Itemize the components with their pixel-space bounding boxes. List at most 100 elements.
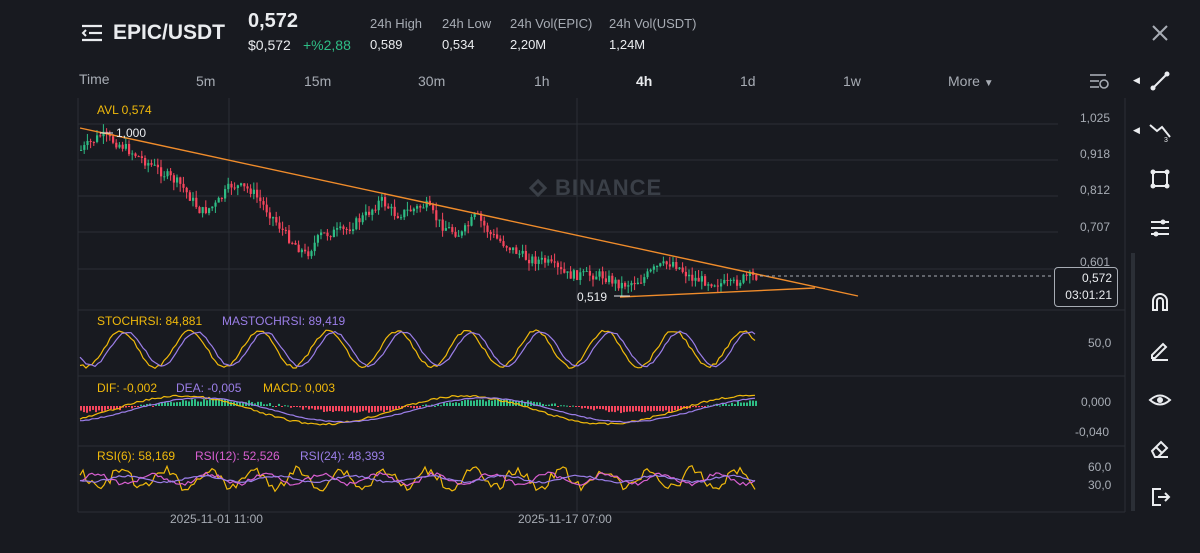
candle-body [697,277,700,282]
indicator-icon[interactable] [1147,215,1173,241]
macd-histogram-bar [611,406,613,412]
macd-histogram-bar [314,406,316,410]
tab-5m[interactable]: 5m [196,73,216,89]
candle-body [272,217,275,219]
macd-histogram-bar [728,404,730,406]
candle-body [726,279,729,281]
candle-body [396,216,399,219]
candle-body [438,219,441,221]
trendline-icon[interactable] [1147,68,1173,94]
last-price-badge-value: 0,572 [1081,271,1112,285]
macd-histogram-bar [305,406,307,408]
candle-body [332,229,335,238]
macd-histogram-bar [101,406,103,412]
magnet-icon[interactable] [1147,289,1173,315]
tab-1d[interactable]: 1d [740,73,756,89]
macd-histogram-bar [731,402,733,406]
candle-body [521,250,524,254]
macd-histogram-bar [380,406,382,411]
candle-body [323,232,326,234]
macd-histogram-bar [92,406,94,410]
macd-histogram-bar [743,402,745,406]
eraser-icon[interactable] [1147,435,1173,461]
mastochrsi-label: MASTOCHRSI: 89,419 [222,314,346,328]
candle-body [243,183,246,187]
stat-high-label: 24h High [370,16,423,31]
candle-body [473,213,476,218]
candle-body [656,266,659,268]
macd-histogram-bar [602,406,604,410]
macd-histogram-bar [236,402,238,406]
macd-histogram-bar [653,406,655,411]
macd-histogram-bar [575,406,577,407]
macd-histogram-bar [695,406,697,408]
price-axis-1: 1,025 [1080,111,1111,125]
macd-histogram-bar [539,402,541,406]
candle-body [563,269,566,273]
candle-body [483,220,486,226]
eye-icon[interactable] [1147,387,1173,413]
stat-vol-base-value: 2,20M [510,37,547,52]
macd-histogram-bar [515,400,517,406]
macd-histogram-bar [212,398,214,406]
candle-body [540,257,543,260]
macd-histogram-bar [647,406,649,411]
shape-icon[interactable] [1147,166,1173,192]
macd-dif-label: DIF: -0,002 [97,381,158,395]
close-icon[interactable] [1150,23,1170,43]
candle-body [96,135,99,142]
candle-body [316,235,319,243]
tab-more[interactable]: More ▼ [948,73,994,89]
macd-histogram-bar [275,406,277,407]
pair-title[interactable]: EPIC/USDT [113,21,226,44]
menu-icon[interactable] [80,22,106,44]
macd-histogram-bar [419,406,421,408]
candle-body [249,188,252,194]
tab-4h[interactable]: 4h [636,73,653,89]
candle-body [691,274,694,281]
candle-body [348,229,351,232]
macd-histogram-bar [503,399,505,406]
pencil-icon[interactable] [1147,337,1173,363]
macd-histogram-bar [215,399,217,406]
tab-30m[interactable]: 30m [418,73,446,89]
tab-1h[interactable]: 1h [534,73,550,89]
candle-body [217,197,220,203]
macd-histogram-bar [482,399,484,406]
chart-settings-icon[interactable] [1088,71,1110,91]
macd-histogram-bar [500,399,502,406]
macd-dif-line [79,394,756,426]
exit-icon[interactable] [1147,484,1173,510]
macd-histogram-bar [554,403,556,406]
descending-trendline[interactable] [79,127,859,297]
last-price: 0,572 [248,10,299,32]
candle-body [582,271,585,273]
macd-histogram-bar [590,406,592,410]
candle-body [576,270,579,280]
tab-15m[interactable]: 15m [304,73,332,89]
ascending-trendline[interactable] [619,287,816,298]
tab-1w[interactable]: 1w [843,73,861,89]
candle-body [499,238,502,242]
candle-body [166,171,169,177]
trendline-expand-icon[interactable]: ◀ [1133,75,1140,85]
fib-icon[interactable]: 3 [1147,118,1173,144]
candle-body [160,167,163,177]
macd-histogram-bar [680,406,682,411]
candle-body [720,283,723,287]
macd-histogram-bar [473,400,475,406]
candle-body [240,183,243,186]
macd-histogram-bar [257,401,259,406]
macd-histogram-bar [443,402,445,406]
candle-body [515,247,518,254]
macd-histogram-bar [755,400,757,406]
macd-histogram-bar [572,405,574,407]
candle-body [432,205,435,211]
candle-body [601,271,604,279]
tab-time[interactable]: Time [79,71,110,87]
candle-body [291,242,294,244]
candle-body [236,185,239,189]
macd-histogram-bar [518,401,520,406]
fib-expand-icon[interactable]: ◀ [1133,125,1140,135]
